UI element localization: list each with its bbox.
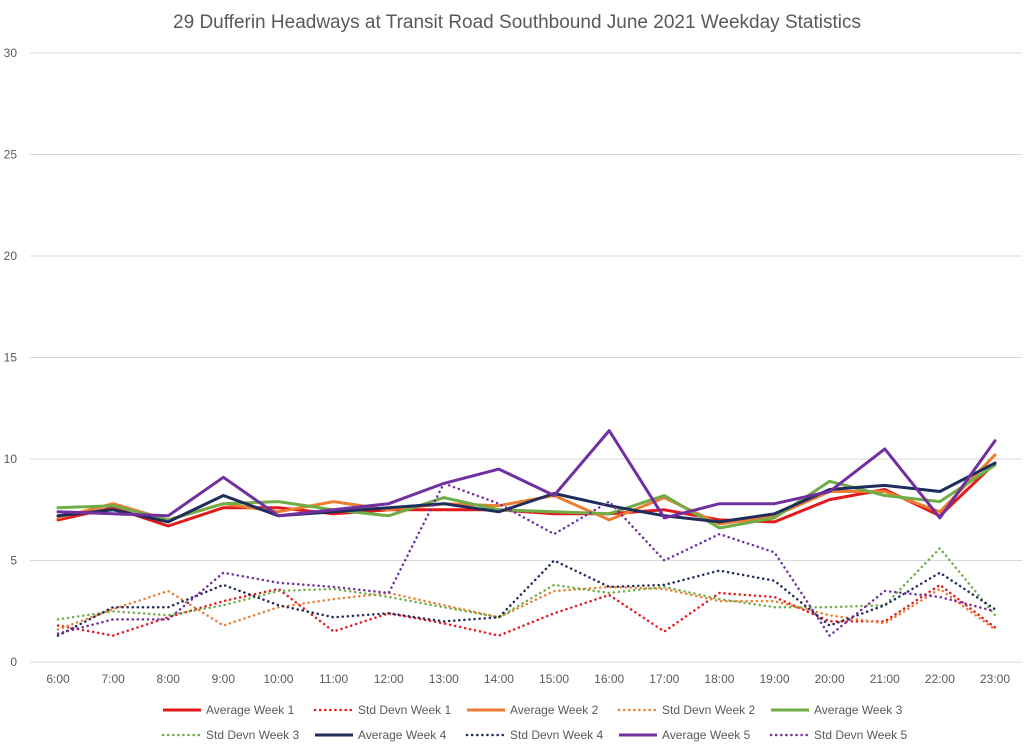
y-tick-label: 30 [4,46,18,60]
y-tick-label: 0 [10,655,17,669]
legend-label: Std Devn Week 3 [206,728,299,742]
x-tick-label: 21:00 [870,672,900,686]
series-layer [56,429,997,637]
legend-label: Std Devn Week 1 [358,703,451,717]
x-tick-label: 8:00 [157,672,181,686]
x-tick-label: 15:00 [539,672,569,686]
y-tick-label: 20 [4,249,18,263]
x-tick-label: 22:00 [925,672,955,686]
series-line-std-devn-week-2 [56,585,997,631]
legend-label: Std Devn Week 2 [662,703,755,717]
legend-label: Std Devn Week 4 [510,728,603,742]
x-tick-label: 14:00 [484,672,514,686]
legend-label: Average Week 5 [662,728,751,742]
legend-label: Average Week 3 [814,703,903,717]
x-tick-label: 18:00 [704,672,734,686]
legend: Average Week 1 Std Devn Week 1 Average Wee… [161,703,907,742]
legend-label: Average Week 2 [510,703,599,717]
series-line-average-week-2 [56,453,997,526]
y-tick-label: 10 [4,452,18,466]
series-line-std-devn-week-1 [56,583,997,637]
series-line-average-week-5 [56,429,997,520]
legend-label: Average Week 4 [358,728,447,742]
x-tick-label: 17:00 [649,672,679,686]
x-tick-label: 16:00 [594,672,624,686]
x-tick-label: 9:00 [212,672,236,686]
y-tick-label: 5 [10,554,17,568]
y-tick-label: 25 [4,148,18,162]
x-tick-label: 20:00 [815,672,845,686]
legend-label: Average Week 1 [206,703,295,717]
legend-label: Std Devn Week 5 [814,728,907,742]
x-tick-label: 13:00 [429,672,459,686]
x-tick-label: 12:00 [374,672,404,686]
x-tick-label: 11:00 [319,672,348,686]
series-line-std-devn-week-5 [56,482,997,637]
x-axis-ticks: 6:00 7:00 8:00 9:00 10:00 11:00 12:00 13:00 14:0… [46,672,1010,686]
chart-title: 29 Dufferin Headways at Transit Road Sou… [173,12,861,33]
x-tick-label: 7:00 [101,672,125,686]
series-line-std-devn-week-4 [56,559,997,637]
x-tick-label: 23:00 [980,672,1010,686]
y-axis-ticks: 0 5 10 15 20 25 30 [4,46,18,669]
series-line-average-week-4 [56,461,997,524]
x-tick-label: 19:00 [760,672,790,686]
x-tick-label: 10:00 [263,672,293,686]
series-line-std-devn-week-3 [56,547,997,621]
y-tick-label: 15 [4,351,18,365]
x-tick-label: 6:00 [46,672,70,686]
grid-layer [30,52,1022,663]
